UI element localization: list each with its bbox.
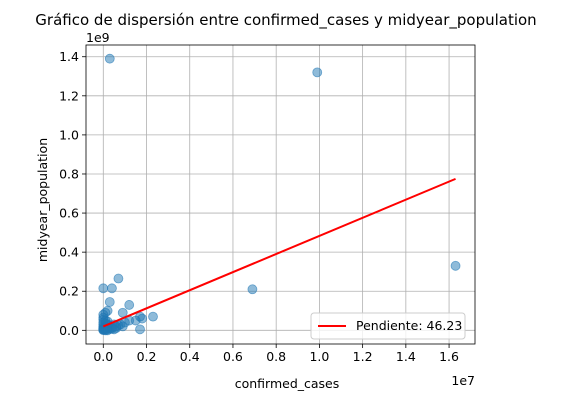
data-point [107,283,117,294]
y-offset-label: 1e9 [86,30,110,45]
plot-area: 0.0 0.2 0.4 0.6 0.8 1.0 1.2 1.4 1.6 0.0 0.2 0.4 0.6 0… [59,44,476,364]
regression-line [102,177,456,328]
y-tick-label: 1.2 [59,88,79,103]
y-tick-label: 1.0 [59,127,79,142]
data-point [312,67,323,78]
x-tick-label: 0.0 [93,349,113,364]
x-tick-label: 1.4 [396,349,416,364]
x-axis-label: confirmed_cases [235,376,340,391]
data-point [124,300,135,310]
y-tick-label: 0.6 [59,206,79,221]
data-point [111,323,122,333]
data-point [98,283,109,294]
data-point [104,297,115,307]
legend-box [310,312,466,340]
data-point [148,311,158,322]
x-offset-label: 1e7 [451,373,475,388]
data-point [113,273,124,284]
y-tick-label: 0.4 [59,245,79,260]
x-tick-label: 1.0 [309,349,329,364]
x-tick-label: 1.6 [439,349,459,364]
x-tick-label: 0.8 [266,349,286,364]
data-point [102,325,113,336]
legend: Pendiente: 46.23 [310,312,466,340]
data-point [450,260,461,271]
x-tick-label: 0.2 [137,349,157,364]
x-tick-label: 0.4 [180,349,200,364]
data-point [247,284,258,295]
y-tick-label: 0.2 [59,284,79,299]
x-tick-label: 0.6 [223,349,243,364]
y-tick-label: 0.0 [59,323,79,338]
legend-label: Pendiente: 46.23 [356,318,462,333]
data-point [135,324,145,335]
y-axis-label: midyear_population [35,138,50,262]
y-tick-label: 1.4 [59,49,79,64]
x-tick-label: 1.2 [353,349,373,364]
axes-frame [85,44,476,345]
data-point [104,53,115,64]
chart-title: Gráfico de dispersión entre confirmed_ca… [35,11,536,30]
y-tick-label: 0.8 [59,166,79,181]
